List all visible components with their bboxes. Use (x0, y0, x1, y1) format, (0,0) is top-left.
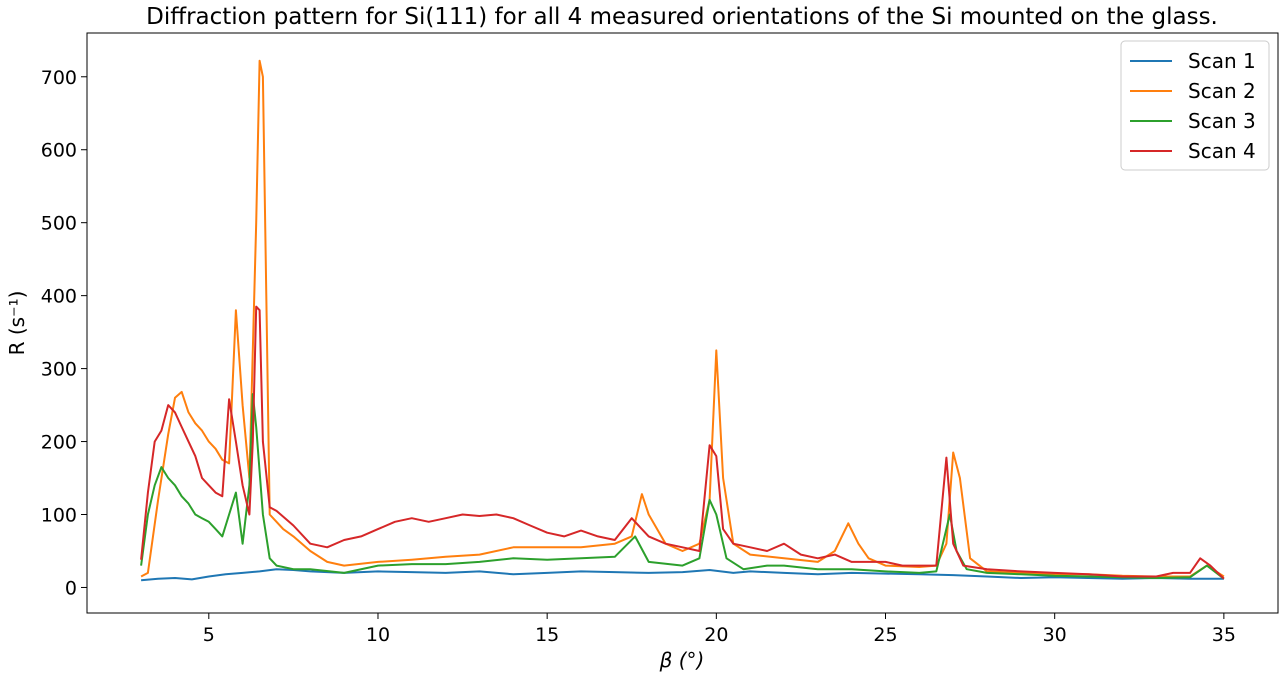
y-tick-label: 700 (41, 67, 77, 89)
plot-lines (140, 59, 1225, 582)
x-tick-label: 15 (535, 624, 559, 646)
chart-title: Diffraction pattern for Si(111) for all … (146, 4, 1218, 30)
y-axis-label: R (s⁻¹) (5, 291, 29, 356)
y-tick-label: 0 (65, 577, 77, 599)
legend-label-scan-1: Scan 1 (1188, 49, 1256, 73)
y-tick-label: 500 (41, 213, 77, 235)
legend-label-scan-2: Scan 2 (1188, 79, 1256, 103)
x-tick-label: 25 (873, 624, 897, 646)
legend-label-scan-4: Scan 4 (1188, 139, 1256, 163)
y-tick-label: 300 (41, 359, 77, 381)
legend-box (1120, 40, 1270, 171)
x-tick-label: 30 (1043, 624, 1067, 646)
x-tick-label: 10 (366, 624, 390, 646)
x-tick-label: 5 (203, 624, 215, 646)
y-tick-label: 400 (41, 286, 77, 308)
x-axis: 5 10 15 20 25 30 35 (203, 613, 1236, 646)
x-tick-label: 20 (704, 624, 728, 646)
y-tick-label: 100 (41, 505, 77, 527)
series-line-1 (141, 568, 1224, 582)
series-line-4 (140, 305, 1225, 580)
legend: Scan 1 Scan 2 Scan 3 Scan 4 (1120, 40, 1270, 171)
legend-label-scan-3: Scan 3 (1188, 109, 1256, 133)
y-axis: 0 100 200 300 400 500 600 700 (41, 67, 87, 599)
x-axis-label: β (°) (659, 648, 705, 672)
series-line-2 (140, 59, 1225, 578)
y-tick-label: 600 (41, 140, 77, 162)
plot-frame (86, 32, 1279, 614)
y-tick-label: 200 (41, 432, 77, 454)
x-tick-label: 35 (1212, 624, 1236, 646)
